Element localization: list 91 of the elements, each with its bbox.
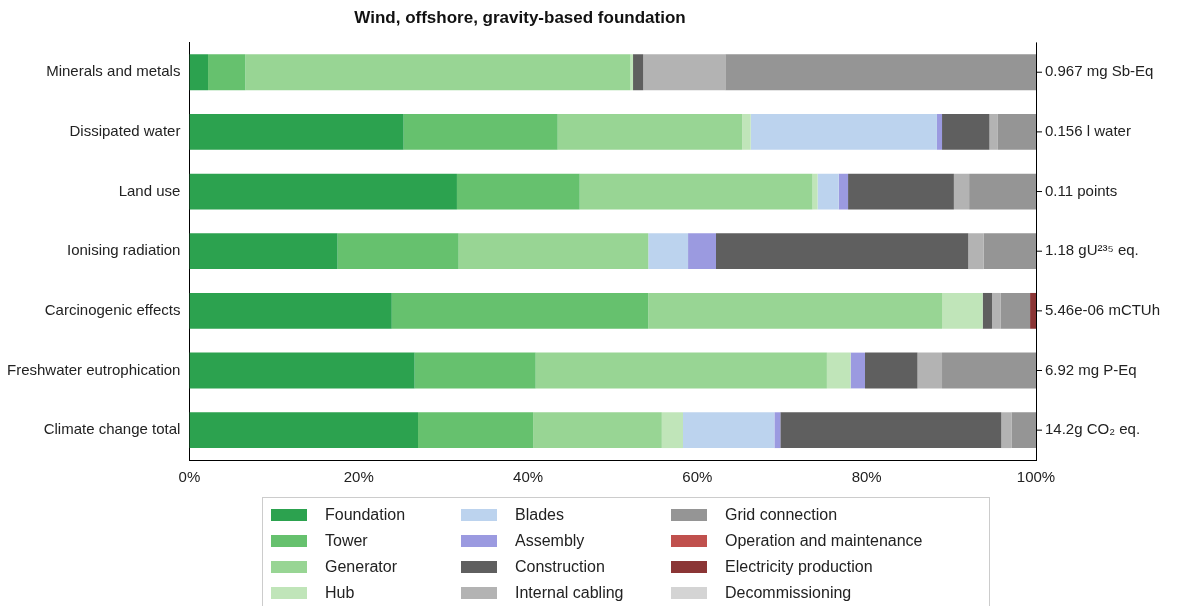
bar [456,173,580,210]
text: 5.46e-06 mCTUh [1045,301,1161,318]
bar [189,54,209,91]
bar [968,233,984,270]
bar [533,412,662,449]
bar [391,292,649,329]
text: 0.967 mg Sb-Eq [1045,62,1154,80]
legend-label: Assembly [515,532,585,550]
bar [648,233,689,270]
bar [337,233,459,270]
bar [989,113,998,150]
bar [189,113,404,150]
legend-label: Operation and maintenance [725,532,923,550]
bar [742,113,751,150]
bar [750,113,937,150]
y-tick-label: Minerals and metals [46,62,181,80]
x-tick-label: 40% [513,468,544,486]
bar [189,412,418,449]
bar [850,352,865,389]
legend-label: Tower [325,532,368,550]
legend-label: Electricity production [725,558,873,576]
x-tick-label: 0% [178,468,201,486]
bar [633,54,644,91]
bar [715,233,969,270]
legend-label: Foundation [325,506,406,524]
y-tick-label: Climate change total [43,420,181,438]
bar [189,352,415,389]
bar [864,352,918,389]
chart-title: Wind, offshore, gravity-based foundation [354,7,686,27]
y-tick-label: Freshwater eutrophication [6,360,181,378]
bar [774,412,781,449]
bar [817,173,839,210]
bar [245,54,631,91]
legend-label: Blades [515,506,564,524]
legend-label: Decommissioning [725,584,852,602]
bar [953,173,970,210]
text: 14.2g CO₂ eq. [1045,420,1141,438]
bar [1000,292,1031,329]
legend-label: Generator [325,558,398,576]
bar [1001,412,1012,449]
bar [991,292,1001,329]
text: 0.11 points [1045,181,1118,199]
bar [942,292,983,329]
bar [682,412,775,449]
bar [942,352,1036,389]
text: 1.18 gU²³⁵ eq. [1045,241,1139,259]
bar [189,292,392,329]
x-tick-label: 100% [1016,468,1056,486]
bar [983,233,1036,270]
bar [414,352,536,389]
y-tick-label: Land use [118,181,181,199]
legend-label: Construction [515,558,605,576]
bar [208,54,246,91]
bar [826,352,851,389]
y-tick-label: Carcinogenic effects [44,301,181,318]
bar [838,173,849,210]
bar [969,173,1036,210]
bar [688,233,716,270]
bar [648,292,943,329]
bar [917,352,943,389]
y-tick-label: Ionising radiation [67,241,181,259]
bar [942,113,990,150]
bar [1011,412,1036,449]
bar [812,173,818,210]
bar [189,233,338,270]
bar [418,412,534,449]
bar [997,113,1036,150]
text: 0.156 l water [1045,122,1131,140]
x-tick-label: 60% [682,468,713,486]
legend-label: Hub [325,584,355,602]
bar [579,173,813,210]
bar [458,233,649,270]
bar [982,292,992,329]
bar [535,352,827,389]
text: 6.92 mg P-Eq [1045,360,1137,378]
bar [643,54,726,91]
y-tick-label: Dissipated water [69,122,181,140]
bar [1030,292,1036,329]
legend-label: Internal cabling [515,584,624,602]
bar [725,54,1036,91]
bar [557,113,743,150]
bar [189,173,457,210]
bar [630,54,634,91]
bar [936,113,943,150]
bar [848,173,954,210]
bar [403,113,558,150]
x-tick-label: 80% [851,468,882,486]
bar [661,412,683,449]
x-tick-label: 20% [343,468,374,486]
legend-label: Grid connection [725,506,838,524]
bar [780,412,1002,449]
